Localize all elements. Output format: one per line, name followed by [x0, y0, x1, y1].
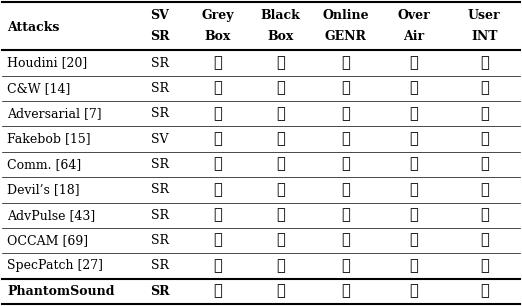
Text: ✗: ✗ — [480, 107, 489, 121]
Text: Adversarial [7]: Adversarial [7] — [7, 107, 102, 120]
Text: Attacks: Attacks — [7, 21, 60, 34]
Text: ✓: ✓ — [341, 284, 350, 298]
Text: SR: SR — [151, 234, 169, 247]
Text: Air: Air — [403, 30, 424, 43]
Text: PhantomSound: PhantomSound — [7, 285, 115, 298]
Text: C&W [14]: C&W [14] — [7, 82, 70, 95]
Text: ✓: ✓ — [409, 132, 418, 146]
Text: Box: Box — [267, 30, 294, 43]
Text: ✗: ✗ — [341, 233, 350, 248]
Text: ✓: ✓ — [409, 183, 418, 197]
Text: Box: Box — [205, 30, 231, 43]
Text: SR: SR — [151, 209, 169, 222]
Text: ✗: ✗ — [341, 208, 350, 222]
Text: ✓: ✓ — [213, 56, 222, 70]
Text: ✓: ✓ — [480, 259, 489, 273]
Text: SpecPatch [27]: SpecPatch [27] — [7, 259, 103, 272]
Text: SR: SR — [151, 259, 169, 272]
Text: SV: SV — [151, 132, 169, 146]
Text: SR: SR — [151, 57, 169, 69]
Text: ✗: ✗ — [213, 158, 222, 171]
Text: ✗: ✗ — [480, 183, 489, 197]
Text: Devil’s [18]: Devil’s [18] — [7, 183, 80, 196]
Text: ✗: ✗ — [341, 107, 350, 121]
Text: ✓: ✓ — [213, 107, 222, 121]
Text: ✓: ✓ — [213, 233, 222, 248]
Text: ✗: ✗ — [276, 56, 285, 70]
Text: Fakebob [15]: Fakebob [15] — [7, 132, 91, 146]
Text: ✗: ✗ — [276, 132, 285, 146]
Text: ✗: ✗ — [409, 81, 418, 95]
Text: SR: SR — [151, 158, 169, 171]
Text: ✗: ✗ — [276, 107, 285, 121]
Text: SR: SR — [151, 183, 169, 196]
Text: ✗: ✗ — [341, 259, 350, 273]
Text: ✗: ✗ — [213, 81, 222, 95]
Text: INT: INT — [471, 30, 497, 43]
Text: SR: SR — [151, 82, 169, 95]
Text: ✗: ✗ — [341, 158, 350, 171]
Text: Houdini [20]: Houdini [20] — [7, 57, 88, 69]
Text: ✗: ✗ — [276, 158, 285, 171]
Text: ✗: ✗ — [480, 132, 489, 146]
Text: ✗: ✗ — [409, 107, 418, 121]
Text: ✓: ✓ — [409, 284, 418, 298]
Text: Over: Over — [397, 9, 430, 22]
Text: ✗: ✗ — [341, 132, 350, 146]
Text: SR: SR — [151, 107, 169, 120]
Text: ✓: ✓ — [213, 183, 222, 197]
Text: OCCAM [69]: OCCAM [69] — [7, 234, 88, 247]
Text: ✗: ✗ — [341, 81, 350, 95]
Text: Comm. [64]: Comm. [64] — [7, 158, 81, 171]
Text: ✗: ✗ — [480, 233, 489, 248]
Text: ✓: ✓ — [409, 208, 418, 222]
Text: ✗: ✗ — [276, 81, 285, 95]
Text: Online: Online — [322, 9, 369, 22]
Text: ✗: ✗ — [480, 158, 489, 171]
Text: ✗: ✗ — [276, 208, 285, 222]
Text: ✓: ✓ — [409, 233, 418, 248]
Text: ✗: ✗ — [341, 183, 350, 197]
Text: SR: SR — [150, 285, 170, 298]
Text: SV: SV — [150, 9, 170, 22]
Text: ✗: ✗ — [276, 259, 285, 273]
Text: GENR: GENR — [325, 30, 366, 43]
Text: ✓: ✓ — [213, 132, 222, 146]
Text: ✗: ✗ — [341, 56, 350, 70]
Text: ✓: ✓ — [276, 183, 285, 197]
Text: Black: Black — [261, 9, 301, 22]
Text: ✗: ✗ — [213, 208, 222, 222]
Text: ✗: ✗ — [480, 81, 489, 95]
Text: ✓: ✓ — [409, 259, 418, 273]
Text: ✗: ✗ — [213, 259, 222, 273]
Text: SR: SR — [150, 30, 170, 43]
Text: User: User — [468, 9, 501, 22]
Text: ✓: ✓ — [480, 208, 489, 222]
Text: ✓: ✓ — [480, 284, 489, 298]
Text: ✓: ✓ — [276, 284, 285, 298]
Text: Grey: Grey — [201, 9, 234, 22]
Text: ✓: ✓ — [213, 284, 222, 298]
Text: AdvPulse [43]: AdvPulse [43] — [7, 209, 96, 222]
Text: ✓: ✓ — [276, 233, 285, 248]
Text: ✗: ✗ — [409, 56, 418, 70]
Text: ✓: ✓ — [409, 158, 418, 171]
Text: ✗: ✗ — [480, 56, 489, 70]
